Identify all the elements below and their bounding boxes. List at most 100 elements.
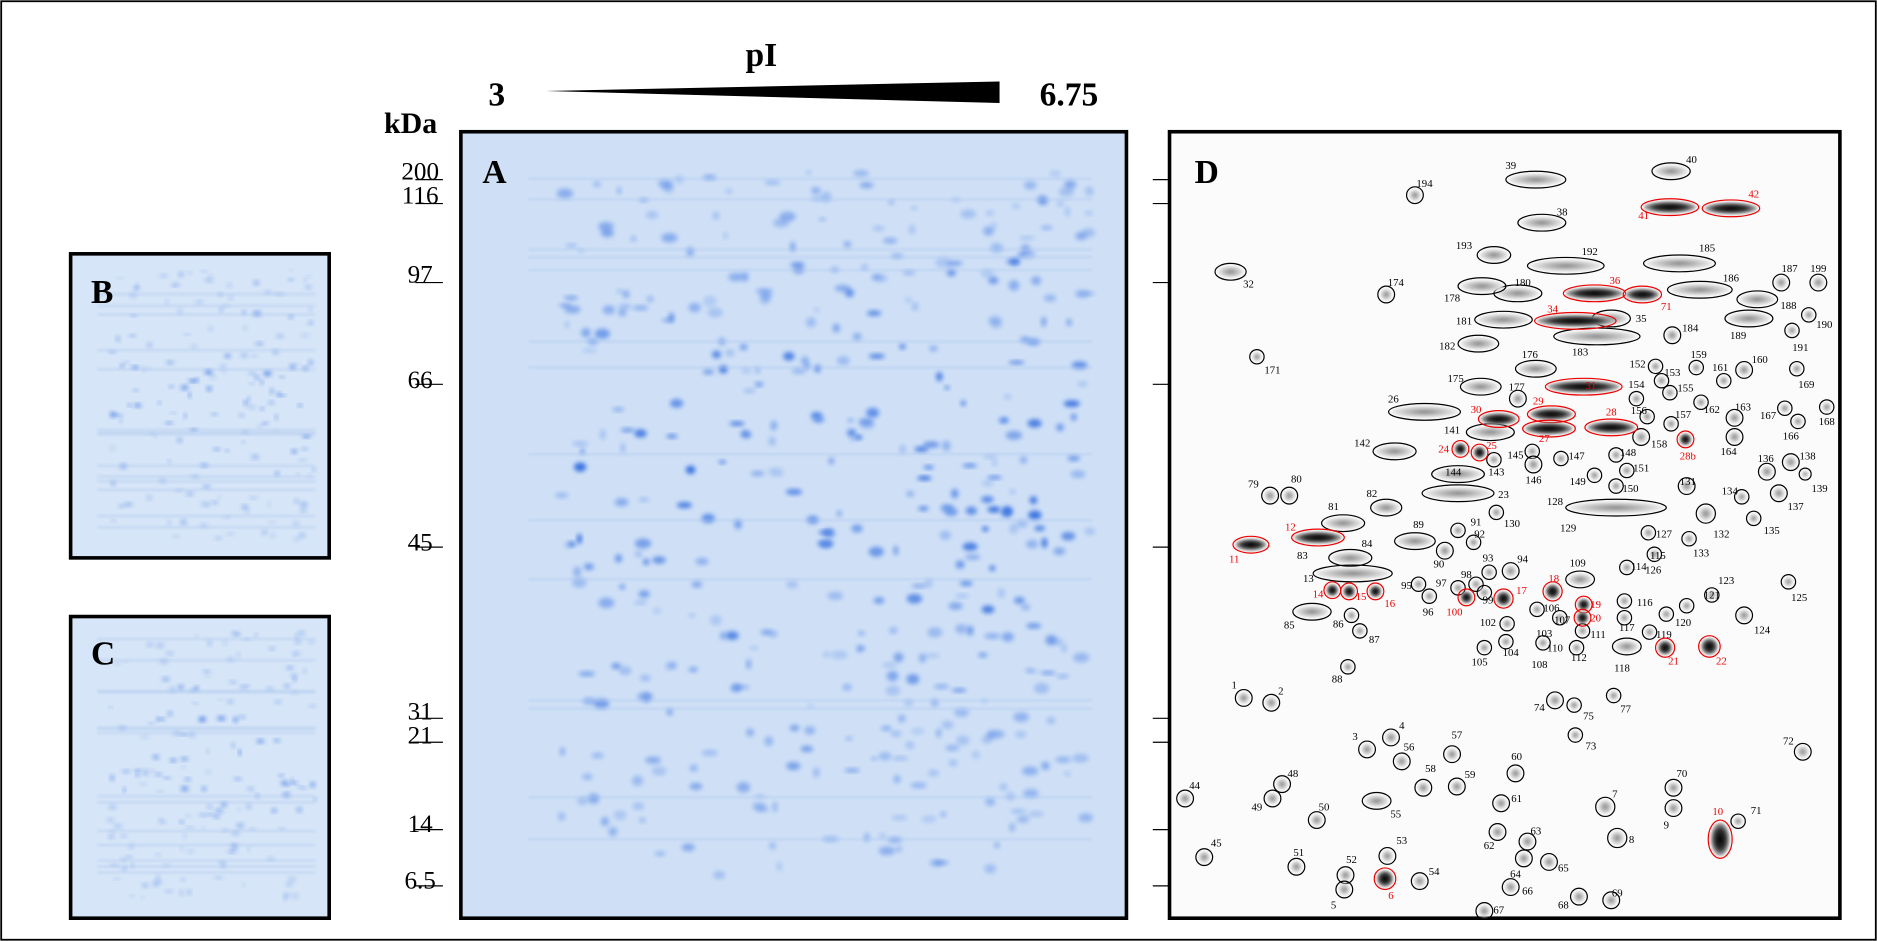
gel-spot (768, 630, 779, 638)
gel-spot (819, 217, 826, 222)
gel-spot (211, 412, 218, 416)
spot-label: 21 (1668, 655, 1679, 667)
gel-spot (1040, 670, 1056, 675)
gel-spot (256, 739, 265, 744)
gel-spot (563, 295, 579, 301)
spot-outline (1387, 402, 1462, 421)
spot-label: 64 (1510, 869, 1521, 881)
spot-fill (1424, 487, 1492, 500)
spot-fill (1614, 640, 1639, 653)
spot-outline (1307, 811, 1326, 830)
spot-outline (1616, 609, 1633, 626)
gel-spot (768, 436, 776, 447)
spot-outline (1733, 489, 1750, 505)
spot-label: 153 (1664, 367, 1680, 379)
spot-outline (1677, 477, 1696, 496)
gel-spot (1070, 413, 1077, 421)
spot-label: 167 (1760, 410, 1777, 422)
spot-outline (1370, 498, 1403, 517)
spot-fill (1517, 852, 1530, 865)
gel-spot (807, 703, 815, 708)
gel-streak (528, 838, 1093, 841)
gel-spot (222, 640, 227, 645)
gel-spot (1023, 788, 1039, 798)
gel-spot (122, 769, 131, 774)
gel-spot (291, 893, 299, 899)
spot-outline (1725, 408, 1744, 427)
spot-fill (1738, 363, 1751, 376)
spot-outline (1447, 777, 1466, 796)
spot-label: 121 (1704, 590, 1720, 602)
gel-spot (254, 375, 259, 380)
mw-tick-label: 200 (401, 159, 439, 186)
gel-spot (242, 310, 246, 315)
spot-outline (1457, 277, 1507, 296)
gel-spot (214, 876, 223, 879)
spot-label: 73 (1586, 740, 1597, 752)
gel-spot (233, 777, 242, 781)
spot-outline (1663, 326, 1682, 345)
gel-spot (866, 310, 882, 317)
gel-spot (986, 730, 995, 741)
spot-outline (1501, 562, 1520, 581)
gel-spot (205, 770, 212, 774)
spot-outline (1498, 633, 1514, 650)
spot-label: 136 (1758, 453, 1775, 465)
spot-fill (1413, 579, 1424, 590)
gel-spot (707, 307, 723, 318)
gel-spot (557, 812, 566, 821)
gel-spot (1056, 423, 1064, 432)
spot-label: 115 (1650, 550, 1666, 562)
gel-spot (1009, 523, 1019, 535)
gel-spot (953, 708, 970, 717)
gel-spot (790, 261, 805, 268)
gel-spot (923, 441, 940, 449)
gel-spot (185, 826, 194, 829)
gel-streak (97, 689, 316, 693)
spot-label: 130 (1504, 518, 1520, 530)
gel-spot (260, 407, 264, 411)
gel-spot (111, 519, 116, 522)
gel-spot (303, 668, 307, 674)
gel-spot (945, 744, 960, 752)
gel-spot (217, 716, 226, 721)
spot-fill (1554, 612, 1565, 623)
mw-tick-label: 45 (408, 530, 433, 557)
gel-spot (248, 371, 256, 375)
gel-spot (186, 491, 194, 496)
gel-spot (872, 274, 888, 283)
spot-label: 187 (1782, 263, 1799, 275)
spot-label: 10 (1712, 806, 1723, 818)
spot-fill (1784, 456, 1797, 469)
spot-fill (1276, 778, 1289, 791)
gel-spot (614, 498, 629, 507)
gel-spot (309, 704, 316, 708)
spot-fill (1471, 579, 1481, 590)
gel-spot (940, 811, 947, 817)
gel-spot (110, 446, 115, 451)
spot-label: 151 (1633, 463, 1649, 475)
gel-spot (955, 560, 965, 569)
spot-outline (1499, 615, 1515, 632)
gel-streak (97, 428, 316, 431)
spot-outline (1693, 394, 1709, 411)
spot-label: 135 (1764, 525, 1780, 537)
gel-spot (177, 309, 183, 314)
spot-outline (1640, 198, 1700, 217)
gel-spot (886, 670, 899, 682)
spot-fill (1338, 883, 1351, 896)
spot-label: 137 (1788, 501, 1805, 513)
spot-fill (1408, 189, 1421, 202)
spot-fill (1679, 433, 1692, 446)
gel-spot (594, 328, 610, 340)
spot-outline (1565, 498, 1667, 517)
gel-spot (776, 861, 782, 872)
spot-outline (1476, 246, 1512, 265)
gel-spot (768, 472, 785, 478)
spot-outline (1707, 819, 1733, 859)
spot-outline (1214, 262, 1247, 281)
gel-spot (155, 642, 165, 649)
spot-outline (1562, 284, 1627, 303)
gel-spot (187, 889, 191, 895)
spot-fill (1625, 288, 1660, 301)
